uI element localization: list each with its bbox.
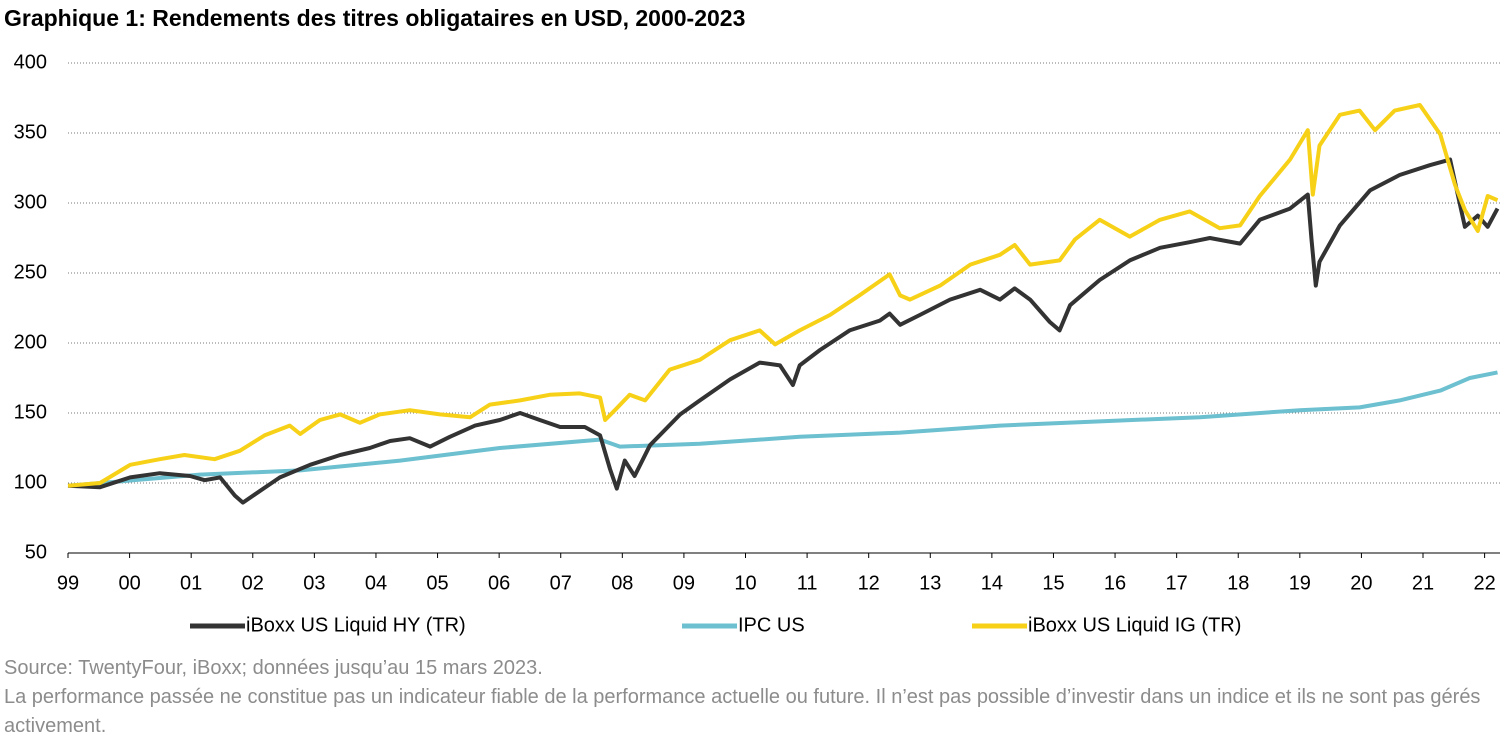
- x-tick-label: 04: [365, 572, 387, 594]
- x-tick-label: 02: [242, 572, 264, 594]
- y-tick-label: 400: [14, 51, 47, 73]
- x-tick-label: 05: [426, 572, 448, 594]
- x-tick-label: 08: [611, 572, 633, 594]
- x-tick-label: 01: [180, 572, 202, 594]
- x-tick-label: 11: [797, 572, 818, 594]
- chart-title: Graphique 1: Rendements des titres oblig…: [4, 5, 745, 31]
- x-tick-label: 07: [550, 572, 572, 594]
- series-line: [67, 370, 1498, 488]
- x-tick-label: 16: [1104, 572, 1126, 594]
- x-tick-label: 17: [1166, 572, 1188, 594]
- legend-label: iBoxx US Liquid IG (TR): [1028, 614, 1241, 636]
- y-tick-label: 350: [14, 121, 47, 143]
- series-line: [67, 157, 1500, 505]
- x-tick-label: 20: [1350, 572, 1372, 594]
- note: La performance passée ne constitue pas u…: [4, 686, 1481, 737]
- y-tick-label: 250: [14, 261, 47, 283]
- x-tick-label: 12: [858, 572, 880, 594]
- x-tick-label: 13: [919, 572, 941, 594]
- x-tick-label: 14: [981, 572, 1003, 594]
- y-tick-label: 50: [25, 541, 47, 563]
- series-line: [67, 103, 1499, 488]
- x-tick-label: 21: [1412, 572, 1434, 594]
- x-tick-label: 06: [488, 572, 510, 594]
- y-tick-label: 100: [14, 471, 47, 493]
- x-tick-label: 99: [57, 572, 79, 594]
- x-tick-label: 10: [734, 572, 756, 594]
- x-tick-label: 18: [1227, 572, 1249, 594]
- legend-label: IPC US: [738, 614, 805, 636]
- source: Source: TwentyFour, iBoxx; données jusqu…: [4, 657, 543, 679]
- x-tick-label: 22: [1473, 572, 1495, 594]
- x-tick-label: 09: [673, 572, 695, 594]
- x-tick-label: 00: [118, 572, 140, 594]
- x-tick-label: 03: [303, 572, 325, 594]
- x-tick-label: 15: [1042, 572, 1064, 594]
- y-tick-label: 300: [14, 191, 47, 213]
- y-tick-label: 150: [14, 401, 47, 423]
- footnotes: Source: TwentyFour, iBoxx; données jusqu…: [4, 654, 1494, 741]
- chart: Graphique 1: Rendements des titres oblig…: [4, 5, 1500, 636]
- y-tick-label: 200: [14, 331, 47, 353]
- legend-label: iBoxx US Liquid HY (TR): [246, 614, 466, 636]
- x-tick-label: 19: [1289, 572, 1311, 594]
